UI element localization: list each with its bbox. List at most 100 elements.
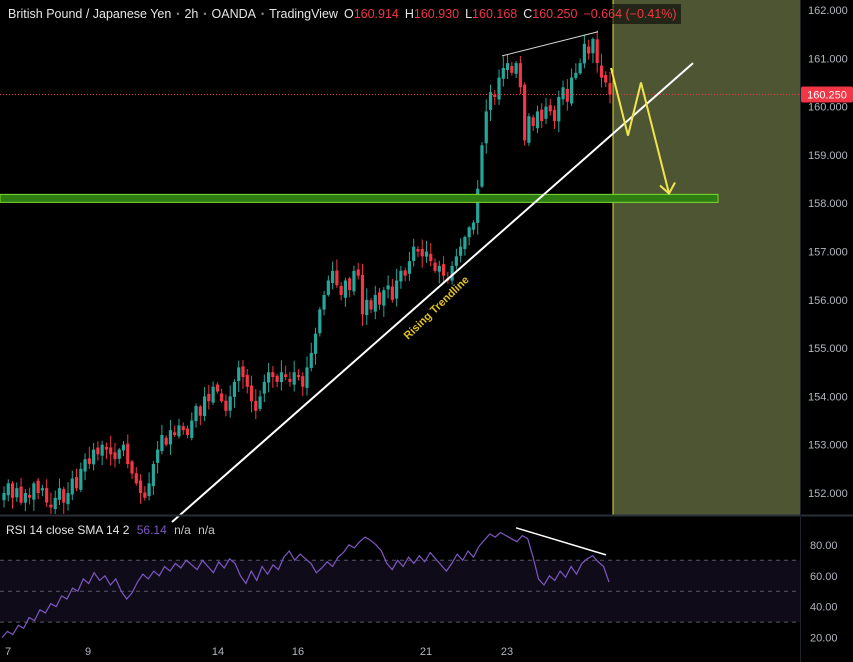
candle-body [407,261,412,274]
candle-body [211,386,215,403]
forecast-arrow-path [610,67,670,194]
price-badge-bg [801,86,853,103]
candle-body [382,290,386,306]
change-value: −0.664 (−0.41%) [583,7,677,21]
low-key: L [465,7,473,21]
time-tick-label: 23 [501,646,513,658]
price-tick-label: 159.000 [808,150,848,162]
candle-body [262,381,266,394]
candle-body [74,477,79,489]
candle-body [578,63,582,74]
candle-body [484,111,488,144]
candle-body [399,270,403,282]
candle-body [437,265,441,272]
candle-body [518,63,522,88]
price-tick-label: 152.000 [808,488,848,500]
candle-body [343,280,348,298]
rsi-axis[interactable]: 80.00 60.00 40.00 20.00 [810,540,838,645]
candle-body [326,280,330,295]
rsi-label[interactable]: RSI 14 close SMA 14 2 [6,523,130,537]
candle-body [92,449,96,465]
symbol-name[interactable]: British Pound / Japanese Yen [8,7,172,21]
candle-body [147,483,151,497]
candle-body [70,478,74,495]
candle-body [365,299,369,315]
time-axis[interactable]: 7 9 14 16 21 23 [5,646,513,658]
price-tick-label: 162.000 [808,5,848,17]
candle-body [352,270,356,292]
open-key: O [343,7,354,21]
rsi-tick-label: 60.00 [810,571,838,583]
candle-body [493,94,497,97]
candle-body [424,251,429,257]
candle-body [215,384,219,392]
candle-body [198,406,202,416]
time-tick-label: 21 [420,646,432,658]
price-tick-label: 154.000 [808,391,848,403]
candle-body [62,489,66,503]
candle-body [429,253,433,262]
candle-body [433,262,437,271]
close-value: 160.250 [532,7,578,21]
candle-body [301,376,305,387]
price-tick-label: 153.000 [808,440,848,452]
candle-body [313,333,318,354]
rsi-legend[interactable]: RSI 14 close SMA 14 2 56.14 n/a n/a [6,523,215,537]
candle-body [202,396,207,417]
candle-body [587,46,591,54]
candle-body [531,117,535,126]
candle-body [540,109,544,122]
candle-body [480,145,484,187]
candle-body [348,278,352,291]
candle-body [403,270,407,276]
candle-body [535,111,540,129]
candle-body [309,352,313,369]
candle-body [10,483,15,498]
candle-body [373,294,377,312]
candle-body [275,375,279,382]
candle-body [32,483,36,500]
candle-body [548,105,552,112]
candle-body [599,65,604,78]
time-tick-label: 7 [5,646,11,658]
low-value: 160.168 [472,7,518,21]
candle-body [561,87,565,100]
candle-body [245,374,249,387]
candle-body [514,63,518,74]
broker-label: OANDA [211,7,256,21]
price-axis[interactable]: 162.000 161.000 160.000 159.000 158.000 157.0… [808,5,848,500]
candle-body [608,83,612,95]
price-tick-label: 156.000 [808,295,848,307]
candle-body [339,285,343,295]
candle-body [185,428,190,436]
candle-body [284,374,288,378]
symbol-legend[interactable]: British Pound / Japanese Yen • 2h • OAND… [4,4,681,24]
candle-body [271,372,275,378]
candle-body [390,286,394,300]
candle-body [322,294,326,310]
candle-body [296,374,301,378]
candle-body [356,269,360,276]
candle-body [377,292,382,305]
candle-body [100,444,104,456]
candle-body [369,300,373,310]
candle-body [459,246,463,256]
interval-label[interactable]: 2h [184,7,199,21]
rsi-value: 56.14 [136,523,167,537]
candle-body [505,63,510,71]
candle-body [471,222,476,230]
rsi-na-1: n/a [174,523,191,537]
candle-body [544,106,548,119]
candle-body [134,473,138,484]
price-tick-label: 158.000 [808,198,848,210]
rsi-divergence-line [515,527,607,556]
price-tick-label: 160.000 [808,102,848,114]
price-tick-label: 161.000 [808,53,848,65]
candle-body [207,393,211,402]
candle-body [595,39,599,64]
separator-dot: • [176,9,180,19]
candle-body [15,488,19,498]
candle-body [454,256,458,266]
candle-body [109,447,113,455]
